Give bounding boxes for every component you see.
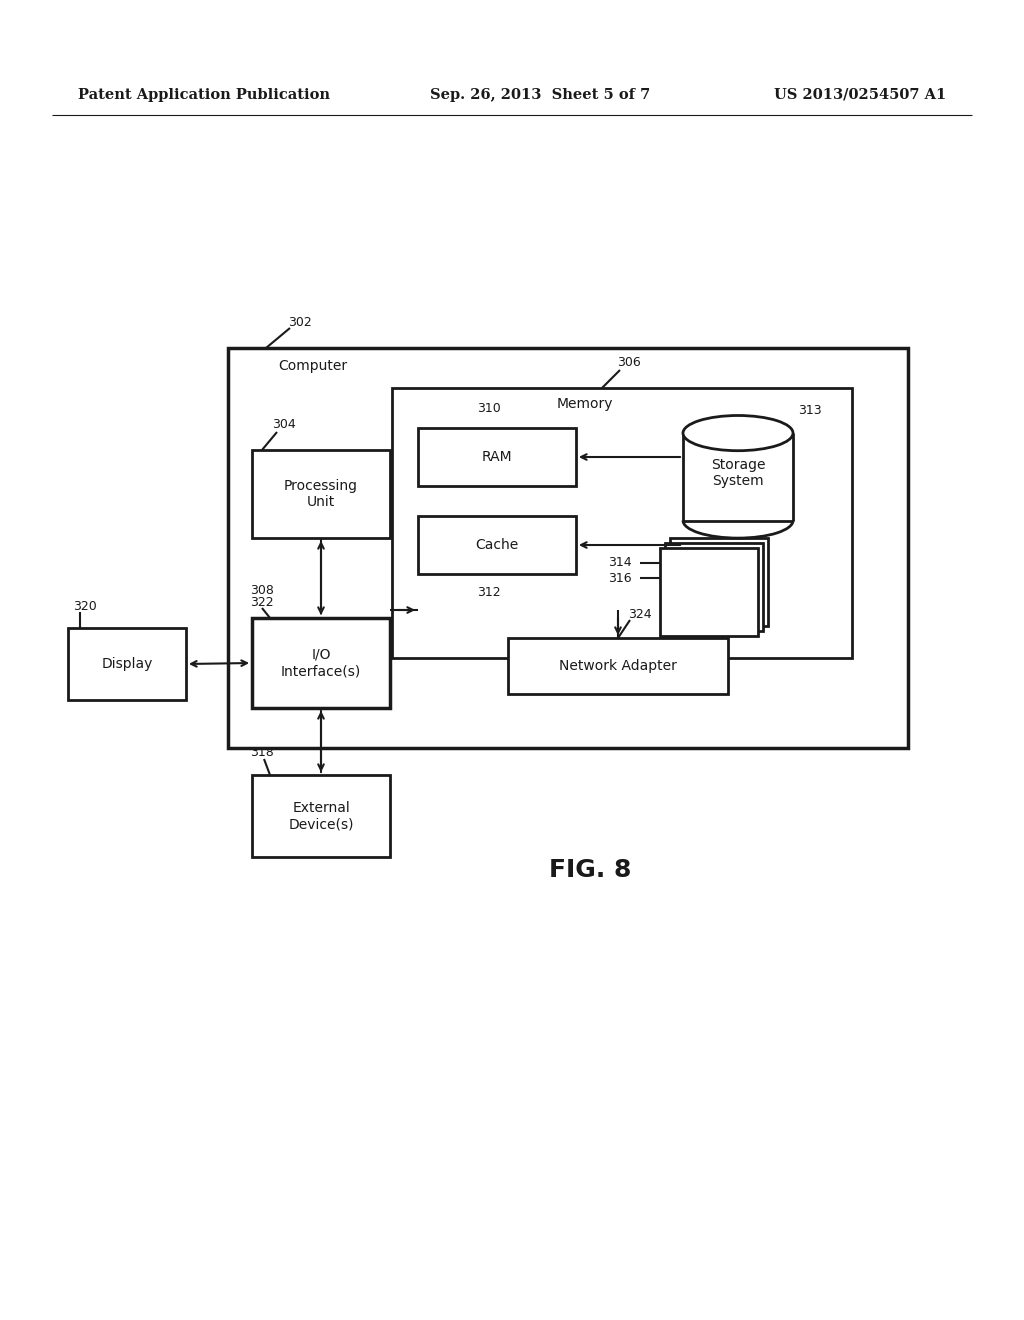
- Text: Display: Display: [101, 657, 153, 671]
- Bar: [508, 638, 728, 694]
- Ellipse shape: [683, 416, 793, 450]
- Text: 314: 314: [608, 557, 632, 569]
- Text: 322: 322: [250, 595, 273, 609]
- Text: External
Device(s): External Device(s): [288, 801, 353, 832]
- Text: Computer: Computer: [278, 359, 347, 374]
- Bar: [665, 543, 763, 631]
- Text: 318: 318: [250, 747, 273, 759]
- Bar: [418, 516, 575, 574]
- Text: 320: 320: [73, 599, 96, 612]
- Text: US 2013/0254507 A1: US 2013/0254507 A1: [774, 88, 946, 102]
- Bar: [392, 388, 852, 657]
- Text: Sep. 26, 2013  Sheet 5 of 7: Sep. 26, 2013 Sheet 5 of 7: [430, 88, 650, 102]
- Text: Processing
Unit: Processing Unit: [284, 479, 358, 510]
- Bar: [660, 548, 758, 636]
- Text: Patent Application Publication: Patent Application Publication: [78, 88, 330, 102]
- Text: FIG. 8: FIG. 8: [549, 858, 631, 882]
- Text: RAM: RAM: [481, 450, 512, 465]
- Bar: [228, 348, 908, 748]
- Text: Memory: Memory: [557, 397, 613, 411]
- Bar: [252, 618, 390, 708]
- Text: 312: 312: [477, 586, 501, 598]
- Bar: [418, 428, 575, 486]
- Text: 302: 302: [288, 315, 311, 329]
- Text: Cache: Cache: [475, 539, 518, 552]
- Text: I/O
Interface(s): I/O Interface(s): [281, 648, 361, 678]
- Bar: [68, 628, 186, 700]
- Bar: [252, 775, 390, 857]
- Text: 308: 308: [250, 583, 273, 597]
- Bar: [670, 539, 768, 626]
- Text: 306: 306: [617, 356, 641, 370]
- Text: Storage
System: Storage System: [711, 458, 765, 488]
- Text: 313: 313: [798, 404, 821, 417]
- Text: Network Adapter: Network Adapter: [559, 659, 677, 673]
- Text: 324: 324: [628, 607, 651, 620]
- Bar: [252, 450, 390, 539]
- Text: 310: 310: [477, 401, 501, 414]
- Text: 316: 316: [608, 572, 632, 585]
- Text: 304: 304: [272, 418, 296, 432]
